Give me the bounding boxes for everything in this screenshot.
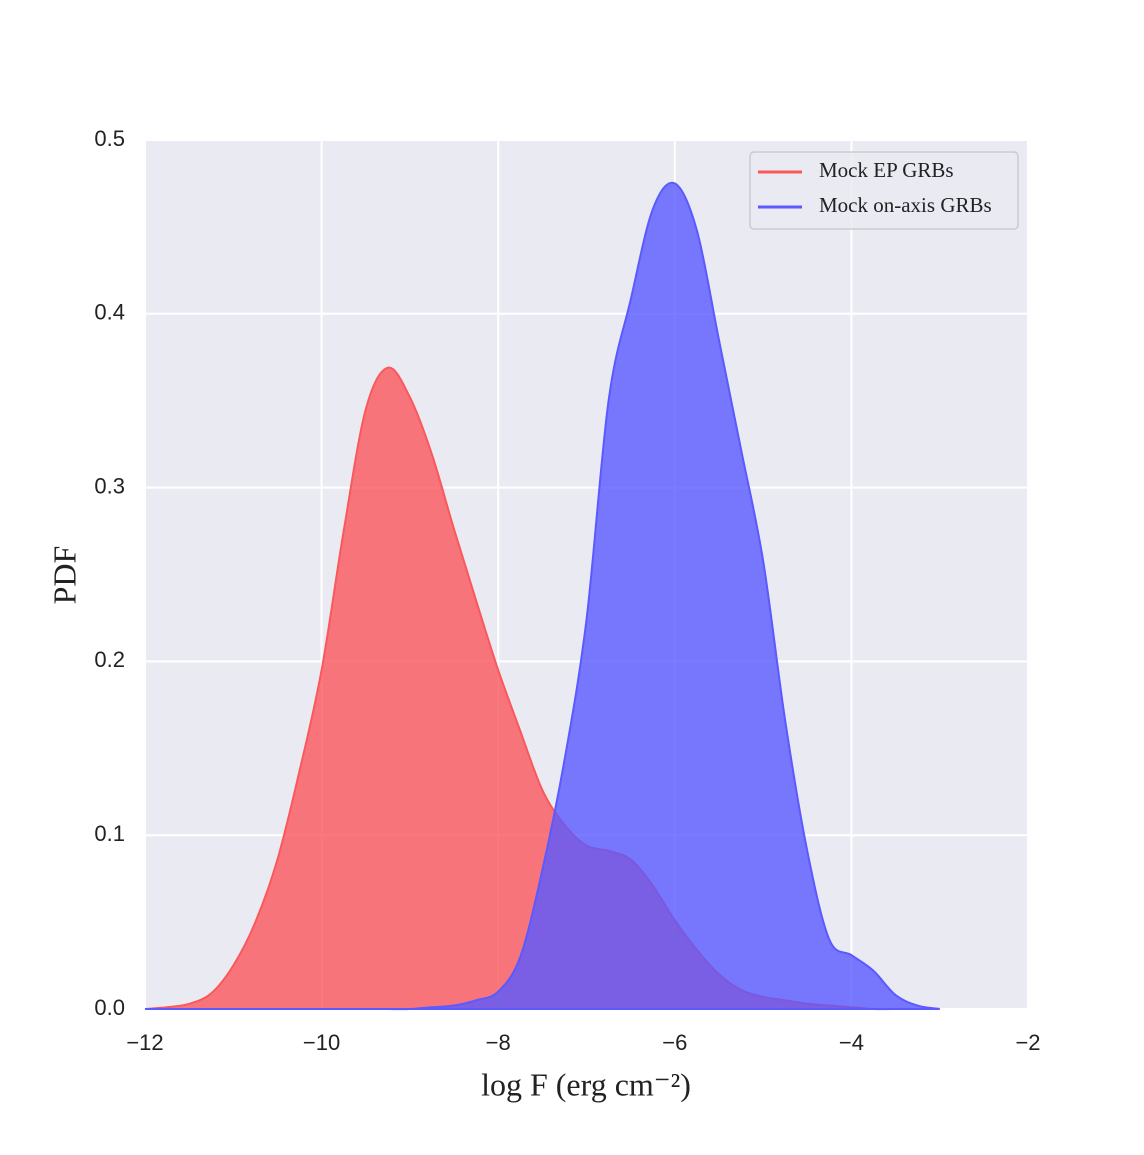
y-tick-label: 0.5	[94, 126, 125, 151]
y-tick-label: 0.2	[94, 647, 125, 672]
x-tick-label: −6	[662, 1030, 687, 1055]
x-tick-label: −8	[486, 1030, 511, 1055]
area	[144, 181, 940, 1011]
legend-box	[749, 151, 1019, 230]
y-tick-label: 0.1	[94, 821, 125, 846]
legend-label: Mock on-axis GRBs	[819, 193, 992, 217]
y-tick-label: 0.4	[94, 300, 125, 325]
y-tick-label: 0.3	[94, 473, 125, 498]
y-axis-label: PDF	[46, 546, 82, 605]
x-tick-label: −4	[839, 1030, 864, 1055]
y-tick-label: 0.0	[94, 995, 125, 1020]
x-axis-label: log F (erg cm⁻²)	[481, 1066, 691, 1102]
legend-label: Mock EP GRBs	[819, 158, 954, 182]
x-tick-label: −12	[126, 1030, 163, 1055]
x-tick-label: −10	[303, 1030, 340, 1055]
x-tick-label: −2	[1015, 1030, 1040, 1055]
